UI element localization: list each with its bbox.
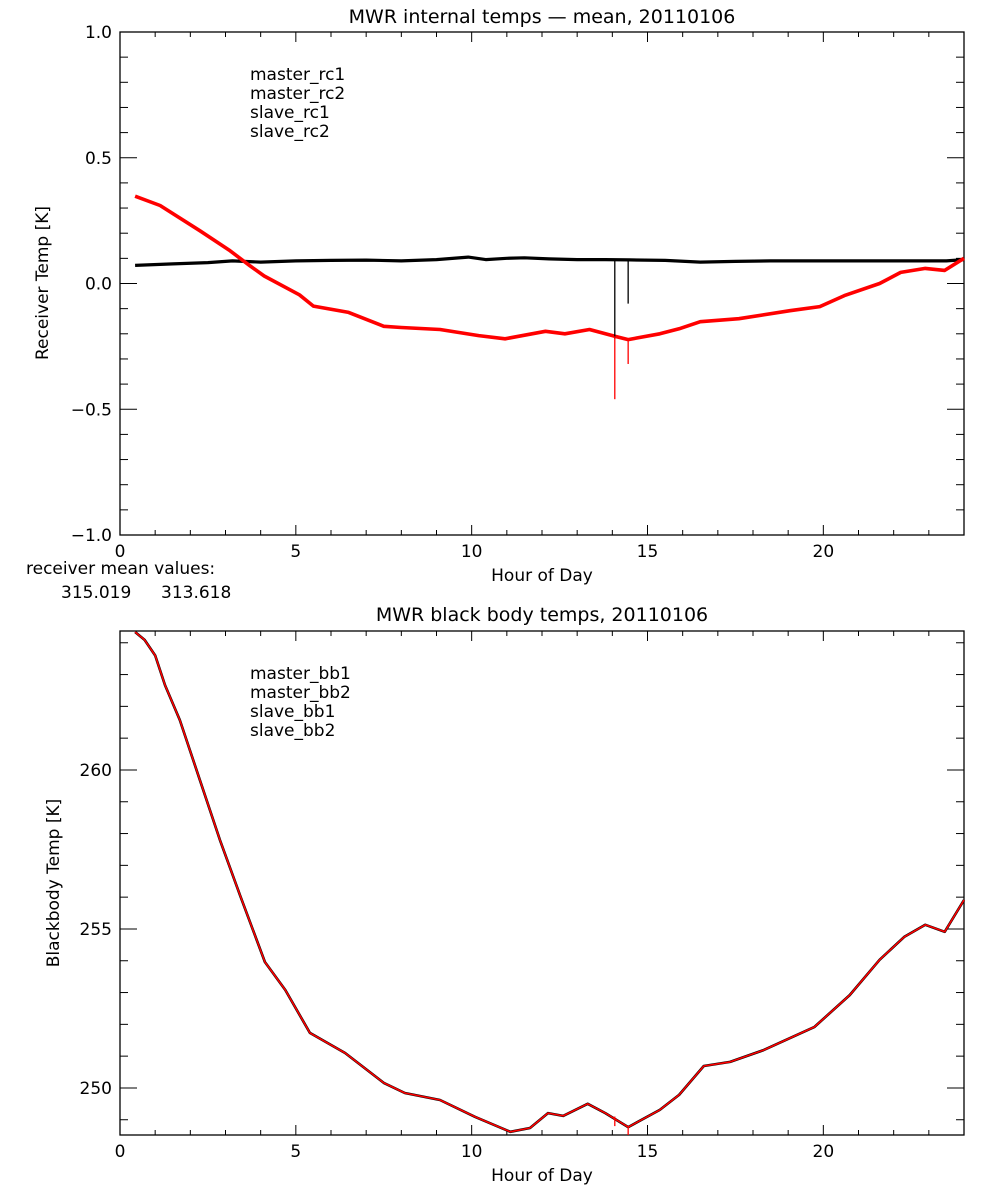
plot-frame	[119, 31, 965, 536]
y-axis-label: Blackbody Temp [K]	[44, 799, 64, 968]
series-line-master-rc1	[135, 255, 965, 267]
y-tick-label: 255	[80, 920, 112, 940]
y-tick-label: 1.0	[85, 23, 112, 43]
x-tick-label: 5	[290, 1142, 301, 1162]
y-tick-label: 0.0	[85, 275, 112, 295]
legend-item-slave-rc2: slave_rc2	[250, 122, 330, 142]
y-tick-label: 250	[80, 1079, 112, 1099]
receiver-mean-value-1: 315.019	[61, 583, 131, 603]
legend-item-slave-bb1: slave_bb1	[250, 702, 335, 722]
y-tick-label: −1.0	[71, 526, 112, 546]
axis-ticks: 0 5 10 15 20 −1.0 −0.5 0.0 0.5 1.0	[71, 23, 965, 562]
y-tick-label: −0.5	[71, 400, 112, 420]
axis-ticks: 0 5 10 15 20 250 255 260	[80, 631, 965, 1162]
plot-frame	[119, 630, 965, 1136]
x-tick-label: 10	[461, 1142, 483, 1162]
legend-item-master-bb2: master_bb2	[250, 683, 351, 703]
x-tick-label: 15	[637, 542, 659, 562]
legend-item-master-bb1: master_bb1	[250, 664, 351, 684]
receiver-mean-label: receiver mean values:	[26, 559, 215, 579]
series-line-master-bb2	[134, 631, 965, 1133]
blackbody-temp-chart: MWR black body temps, 20110106 0 5 10 15 20 2…	[44, 604, 966, 1186]
legend-item-master-rc1: master_rc1	[250, 65, 345, 85]
receiver-temp-chart: MWR internal temps — mean, 20110106 0 5 10…	[26, 6, 965, 603]
x-tick-label: 20	[813, 1142, 835, 1162]
series-line-master-rc2	[134, 194, 965, 342]
series-group	[134, 194, 965, 400]
legend-item-slave-bb2: slave_bb2	[250, 721, 335, 741]
x-tick-label: 5	[290, 542, 301, 562]
y-tick-label: 260	[80, 761, 112, 781]
x-tick-label: 20	[813, 542, 835, 562]
receiver-mean-value-2: 313.618	[161, 583, 231, 603]
x-tick-label: 0	[115, 542, 126, 562]
x-tick-label: 10	[461, 542, 483, 562]
series-group	[134, 631, 966, 1135]
y-tick-label: 0.5	[85, 149, 112, 169]
x-axis-label: Hour of Day	[491, 1166, 593, 1186]
x-tick-label: 15	[637, 1142, 659, 1162]
legend-item-master-rc2: master_rc2	[250, 84, 345, 104]
y-axis-label: Receiver Temp [K]	[33, 206, 53, 360]
x-axis-label: Hour of Day	[491, 566, 593, 586]
chart-title: MWR internal temps — mean, 20110106	[349, 6, 736, 28]
x-tick-label: 0	[115, 1142, 126, 1162]
legend-item-slave-rc1: slave_rc1	[250, 103, 330, 123]
chart-title: MWR black body temps, 20110106	[376, 604, 708, 626]
